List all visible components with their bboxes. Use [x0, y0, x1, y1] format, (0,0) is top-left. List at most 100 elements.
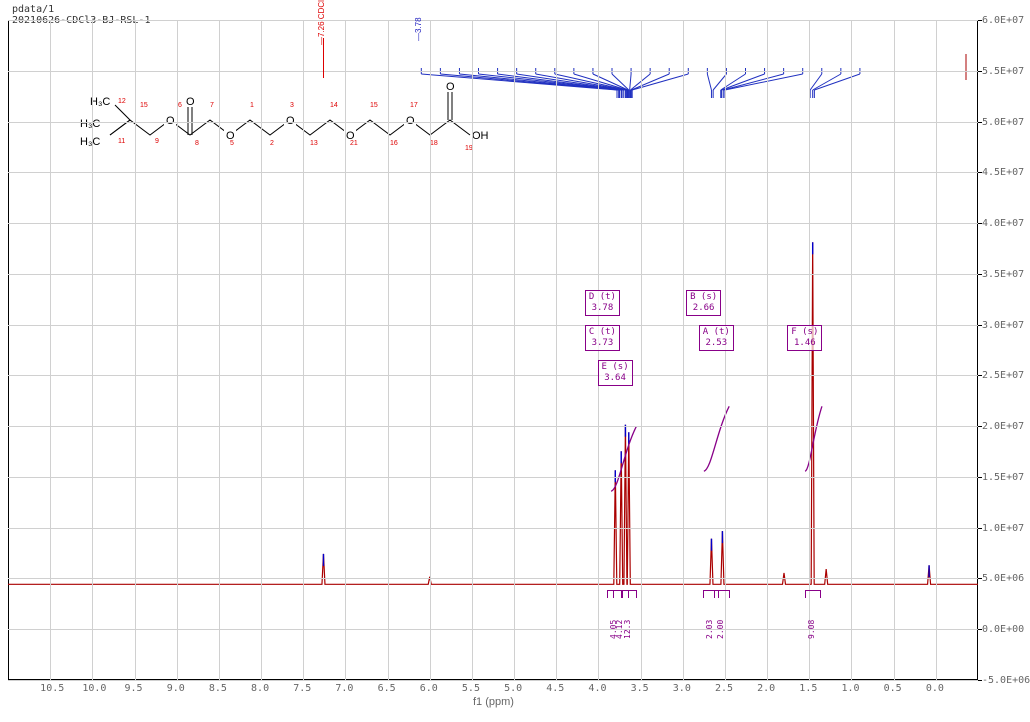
nmr-spectrum-container: { "header": { "line1": "pdata/1", "line2… [0, 0, 1030, 722]
gridline-v [135, 20, 136, 680]
x-tick-label: 8.5 [209, 683, 227, 694]
gridline-v [92, 20, 93, 680]
svg-text:3: 3 [290, 102, 294, 109]
y-tick-mark [978, 325, 982, 326]
y-tick-mark [978, 578, 982, 579]
gridline-v [556, 20, 557, 680]
integral-bracket [805, 590, 821, 598]
y-tick-mark [978, 223, 982, 224]
assignment-ppm: 3.78 [592, 303, 614, 313]
molecule-structure: OOH₃CH₃CH₃COOOOOOOOOOOH11121596875123131… [80, 81, 489, 152]
y-tick-label: 3.5E+07 [982, 269, 1024, 280]
gridline-h [8, 477, 978, 478]
gridline-v [345, 20, 346, 680]
y-tick-label: 6.0E+07 [982, 15, 1024, 26]
x-tick-label: 6.0 [420, 683, 438, 694]
assignment-ppm: 2.53 [705, 338, 727, 348]
svg-text:8: 8 [195, 140, 199, 147]
gridline-h [8, 223, 978, 224]
assignment-box-e: E (s)3.64 [598, 360, 633, 386]
x-tick-label: 0.5 [884, 683, 902, 694]
x-tick-label: 3.0 [673, 683, 691, 694]
gridline-h [8, 578, 978, 579]
gridline-v [261, 20, 262, 680]
y-tick-label: 1.5E+07 [982, 472, 1024, 483]
integral-value: 9.08 [807, 620, 816, 639]
svg-text:OH: OH [472, 130, 489, 142]
x-tick-label: 1.5 [799, 683, 817, 694]
y-tick-label: 0.0E+00 [982, 624, 1024, 635]
svg-text:2: 2 [270, 140, 274, 147]
x-tick-label: 2.0 [757, 683, 775, 694]
y-tick-mark [978, 172, 982, 173]
assignment-ppm: 2.66 [693, 303, 715, 313]
gridline-h [8, 172, 978, 173]
y-tick-label: -5.0E+06 [982, 675, 1030, 686]
y-tick-label: 5.0E+07 [982, 117, 1024, 128]
assignment-id: B (s) [690, 292, 717, 302]
y-tick-mark [978, 375, 982, 376]
gridline-h [8, 680, 978, 681]
assignment-ppm: 3.73 [592, 338, 614, 348]
gridline-v [177, 20, 178, 680]
spectrum-trace [8, 242, 978, 584]
assignment-ppm: 1.46 [794, 338, 816, 348]
x-tick-label: 1.0 [841, 683, 859, 694]
gridline-v [641, 20, 642, 680]
gridline-h [8, 528, 978, 529]
gridline-h [8, 20, 978, 21]
x-tick-label: 3.5 [631, 683, 649, 694]
gridline-h [8, 122, 978, 123]
gridline-v [303, 20, 304, 680]
y-tick-label: 2.0E+07 [982, 421, 1024, 432]
x-tick-label: 10.0 [82, 683, 106, 694]
svg-text:11: 11 [118, 138, 125, 145]
assignment-box-a: A (t)2.53 [699, 325, 734, 351]
svg-text:12: 12 [118, 98, 126, 105]
assignment-id: C (t) [589, 327, 616, 337]
x-tick-label: 9.0 [167, 683, 185, 694]
y-tick-mark [978, 528, 982, 529]
assignment-box-d: D (t)3.78 [585, 290, 620, 316]
svg-text:14: 14 [330, 102, 338, 109]
assignment-box-b: B (s)2.66 [686, 290, 721, 316]
gridline-h [8, 325, 978, 326]
gridline-h [8, 426, 978, 427]
y-tick-mark [978, 629, 982, 630]
x-tick-label: 8.0 [251, 683, 269, 694]
x-tick-label: 7.5 [293, 683, 311, 694]
y-tick-mark [978, 71, 982, 72]
gridline-v [50, 20, 51, 680]
x-tick-label: 5.5 [462, 683, 480, 694]
gridline-v [388, 20, 389, 680]
assignment-id: D (t) [589, 292, 616, 302]
gridline-h [8, 71, 978, 72]
svg-text:O: O [186, 96, 195, 108]
x-tick-label: 5.0 [504, 683, 522, 694]
svg-text:13: 13 [310, 140, 318, 147]
x-tick-label: 6.5 [378, 683, 396, 694]
x-tick-label: 2.5 [715, 683, 733, 694]
svg-text:O: O [446, 81, 455, 93]
svg-text:1: 1 [250, 102, 254, 109]
assignment-ppm: 3.64 [604, 373, 626, 383]
gridline-v [514, 20, 515, 680]
integral-bracket [714, 590, 730, 598]
x-tick-label: 7.0 [335, 683, 353, 694]
svg-text:21: 21 [350, 140, 358, 147]
y-tick-mark [978, 426, 982, 427]
x-tick-label: 4.5 [546, 683, 564, 694]
svg-text:7: 7 [210, 102, 214, 109]
svg-text:H₃C: H₃C [80, 136, 100, 148]
integral-value: 2.03 [705, 620, 714, 639]
svg-text:5: 5 [230, 140, 234, 147]
y-tick-mark [978, 477, 982, 478]
svg-text:16: 16 [390, 140, 398, 147]
assignment-box-c: C (t)3.73 [585, 325, 620, 351]
y-tick-label: 4.0E+07 [982, 218, 1024, 229]
gridline-v [767, 20, 768, 680]
assignment-id: E (s) [602, 362, 629, 372]
svg-text:6: 6 [178, 102, 182, 109]
gridline-v [219, 20, 220, 680]
y-tick-label: 5.0E+06 [982, 573, 1024, 584]
